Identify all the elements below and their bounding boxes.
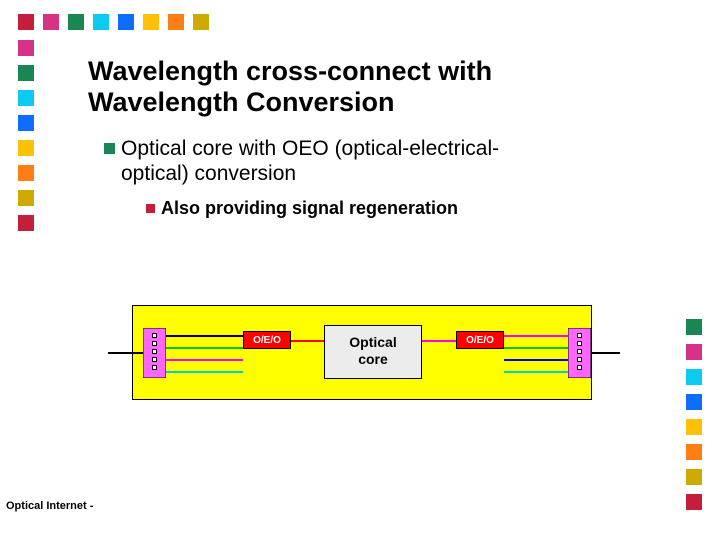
fiber-out-right: [591, 352, 620, 354]
oeo-diagram: Optical core O/E/O O/E/O: [108, 305, 620, 400]
decor-square: [18, 215, 34, 231]
prism-port: [152, 365, 157, 370]
mux-line-0: [504, 335, 568, 337]
title-line-2: Wavelength Conversion: [88, 87, 395, 117]
core-label-1: Optical: [349, 334, 396, 350]
decor-top-row: [18, 14, 209, 30]
decor-left-col: [18, 40, 34, 231]
mux-line-2: [504, 359, 568, 361]
decor-square: [18, 40, 34, 56]
demux-line-2: [166, 359, 243, 361]
slide-title: Wavelength cross-connect with Wavelength…: [88, 56, 492, 118]
decor-square: [686, 494, 702, 510]
square-bullet-icon: [104, 143, 115, 154]
decor-square: [686, 469, 702, 485]
bullet-1-line-2: optical) conversion: [121, 162, 296, 185]
bullet-2-text: Also providing signal regeneration: [161, 198, 458, 218]
footer-text: Optical Internet -: [6, 500, 93, 512]
optical-core-box: Optical core: [324, 325, 422, 379]
decor-square: [18, 115, 34, 131]
decor-square: [686, 369, 702, 385]
decor-square: [686, 419, 702, 435]
demux-line-1: [166, 347, 243, 349]
prism-port: [152, 349, 157, 354]
oeo-box-left: O/E/O: [243, 331, 291, 349]
demux-line-0: [166, 335, 243, 337]
core-to-oeo: [422, 340, 456, 342]
core-label-2: core: [358, 351, 388, 367]
decor-square: [193, 14, 209, 30]
prism-port: [152, 357, 157, 362]
prism-port: [577, 341, 582, 346]
demux-line-3: [166, 371, 243, 373]
decor-square: [686, 344, 702, 360]
title-line-1: Wavelength cross-connect with: [88, 56, 492, 86]
decor-square: [18, 65, 34, 81]
decor-square: [143, 14, 159, 30]
decor-square: [686, 444, 702, 460]
decor-right-col: [686, 319, 702, 510]
prism-port: [577, 349, 582, 354]
bullet-1-line-1: Optical core with OEO (optical-electrica…: [121, 137, 499, 160]
prism-port: [577, 333, 582, 338]
decor-square: [686, 319, 702, 335]
decor-square: [43, 14, 59, 30]
decor-square: [168, 14, 184, 30]
square-bullet-icon: [146, 204, 155, 213]
prism-port: [577, 357, 582, 362]
fiber-in-left: [108, 352, 143, 354]
decor-square: [93, 14, 109, 30]
oeo-to-core: [291, 340, 324, 342]
prism-port: [152, 341, 157, 346]
decor-square: [18, 14, 34, 30]
mux-line-3: [504, 371, 568, 373]
decor-square: [686, 394, 702, 410]
decor-square: [18, 190, 34, 206]
decor-square: [118, 14, 134, 30]
bullet-level-2: Also providing signal regeneration: [146, 198, 458, 219]
decor-square: [18, 165, 34, 181]
oeo-box-right: O/E/O: [456, 331, 504, 349]
decor-square: [18, 140, 34, 156]
decor-square: [18, 90, 34, 106]
mux-line-1: [504, 347, 568, 349]
prism-port: [152, 333, 157, 338]
prism-port: [577, 365, 582, 370]
decor-square: [68, 14, 84, 30]
bullet-level-1: Optical core with OEO (optical-electrica…: [104, 136, 499, 186]
